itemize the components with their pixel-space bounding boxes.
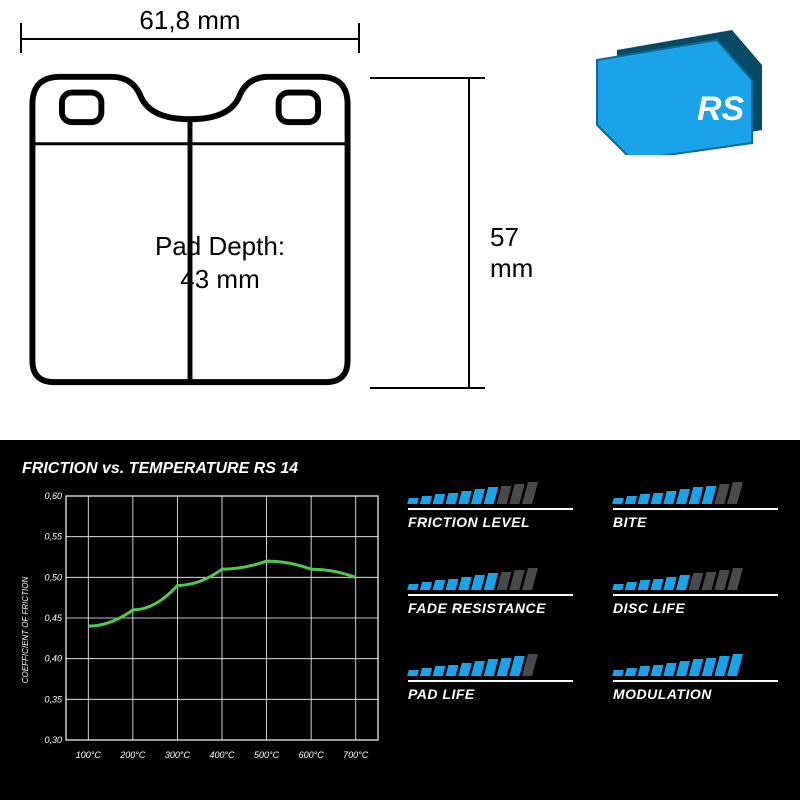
svg-text:0,40: 0,40: [44, 654, 62, 664]
svg-text:100°C: 100°C: [76, 750, 102, 760]
svg-text:300°C: 300°C: [165, 750, 191, 760]
friction-chart: COEFFICIENT OF FRICTION 0,30 0,35 0,40 0,45 0…: [18, 490, 388, 770]
pad-depth-label: Pad Depth: 43 mm: [90, 230, 350, 295]
svg-text:0,60: 0,60: [44, 491, 62, 501]
rating-modulation: MODULATION: [613, 652, 778, 702]
rating-label: FADE RESISTANCE: [408, 594, 573, 616]
svg-text:0,35: 0,35: [44, 694, 63, 704]
rs-logo-text: RS: [697, 90, 745, 128]
svg-text:400°C: 400°C: [209, 750, 235, 760]
rating-friction-level: FRICTION LEVEL: [408, 480, 573, 530]
rating-label: DISC LIFE: [613, 594, 778, 616]
svg-text:200°C: 200°C: [119, 750, 146, 760]
height-dimension-label: 57 mm: [490, 222, 540, 284]
svg-text:600°C: 600°C: [299, 750, 325, 760]
rating-label: PAD LIFE: [408, 680, 573, 702]
product-photo: RS: [572, 15, 782, 155]
pad-outline-svg: [20, 65, 360, 390]
ratings-grid: FRICTION LEVEL BITE FADE RESISTANCE DISC LI…: [408, 480, 788, 702]
dim-bar: [20, 38, 360, 40]
rating-label: MODULATION: [613, 680, 778, 702]
chart-title: FRICTION vs. TEMPERATURE RS 14: [22, 460, 298, 478]
rating-bite: BITE: [613, 480, 778, 530]
svg-text:700°C: 700°C: [343, 750, 369, 760]
diagram-section: 61,8 mm Pad Depth: 43 mm 57 mm RS: [0, 0, 800, 435]
rating-label: BITE: [613, 508, 778, 530]
svg-text:COEFFICIENT OF FRICTION: COEFFICIENT OF FRICTION: [21, 577, 30, 684]
width-dimension-label: 61,8 mm: [20, 5, 360, 36]
svg-text:0,30: 0,30: [44, 735, 62, 745]
rating-label: FRICTION LEVEL: [408, 508, 573, 530]
rating-fade-resistance: FADE RESISTANCE: [408, 566, 573, 616]
svg-text:500°C: 500°C: [254, 750, 280, 760]
rating-pad-life: PAD LIFE: [408, 652, 573, 702]
svg-text:0,45: 0,45: [44, 613, 63, 623]
pad-dimension-diagram: 61,8 mm Pad Depth: 43 mm 57 mm: [20, 5, 560, 425]
rating-disc-life: DISC LIFE: [613, 566, 778, 616]
svg-text:0,55: 0,55: [44, 532, 63, 542]
height-dimension: 57 mm: [370, 77, 540, 397]
performance-section: FRICTION vs. TEMPERATURE RS 14 COEFFICIE…: [0, 440, 800, 800]
svg-text:0,50: 0,50: [44, 572, 62, 582]
